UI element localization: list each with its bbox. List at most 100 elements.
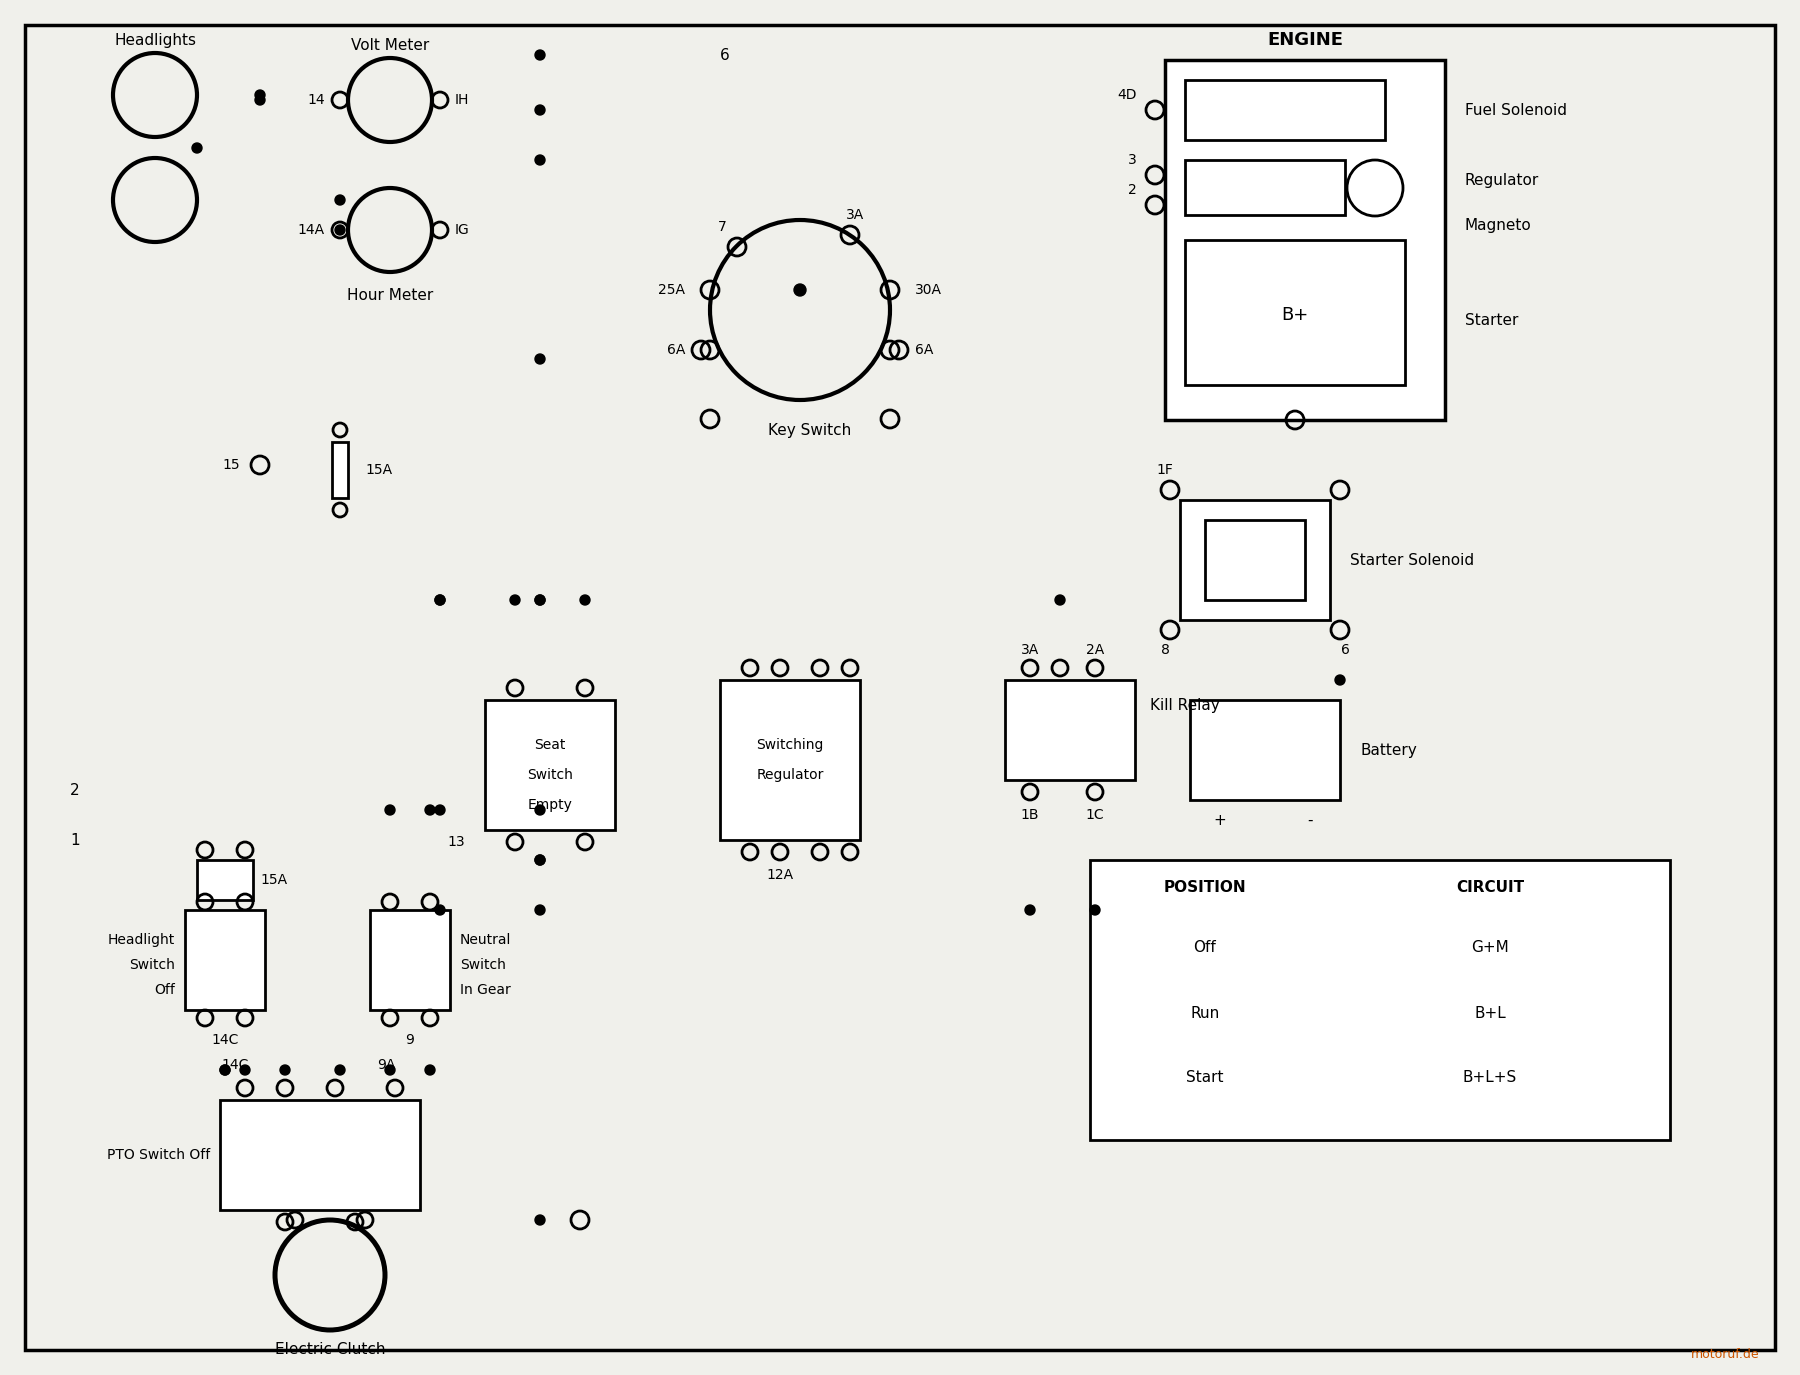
Circle shape [535,49,545,60]
Text: 2A: 2A [1085,644,1103,657]
Circle shape [535,595,545,605]
Text: Key Switch: Key Switch [769,422,851,437]
Circle shape [535,905,545,914]
Circle shape [535,104,545,116]
Text: IH: IH [455,94,470,107]
Text: G+M: G+M [1471,941,1508,956]
Text: 3A: 3A [846,208,864,221]
Circle shape [425,804,436,815]
Text: 14C: 14C [211,1033,239,1046]
Text: Start: Start [1186,1071,1224,1085]
Text: 1C: 1C [1085,808,1105,822]
Text: Run: Run [1190,1005,1220,1020]
Circle shape [1336,675,1345,685]
Text: 3A: 3A [1021,644,1039,657]
Text: Off: Off [1193,941,1217,956]
Text: Magneto: Magneto [1465,217,1532,232]
Text: -: - [1307,813,1312,828]
Text: B+L: B+L [1474,1005,1507,1020]
Bar [196,859,254,901]
Circle shape [1055,595,1066,605]
Text: 9A: 9A [376,1057,394,1072]
Text: 4D: 4D [1118,88,1138,102]
Circle shape [509,595,520,605]
Text: Empty: Empty [527,798,572,813]
Text: 15: 15 [223,458,239,472]
Text: Starter: Starter [1465,312,1519,327]
Text: 15A: 15A [259,873,288,887]
Circle shape [193,143,202,153]
Text: Off: Off [155,983,175,997]
Circle shape [535,1216,545,1225]
Circle shape [436,804,445,815]
Circle shape [794,285,806,296]
Bar [1190,700,1339,800]
Circle shape [385,804,394,815]
Bar [1004,681,1136,780]
Text: 1F: 1F [1157,463,1174,477]
Bar [331,441,347,498]
Text: motoruf.de: motoruf.de [1692,1349,1760,1361]
Text: 1B: 1B [1021,808,1039,822]
Text: Switch: Switch [130,958,175,972]
Text: 12A: 12A [767,868,794,881]
Text: 9: 9 [405,1033,414,1046]
Circle shape [436,595,445,605]
Text: Regulator: Regulator [756,769,824,782]
Bar [1165,60,1445,419]
Text: Switching: Switching [756,738,824,752]
Text: 7: 7 [718,220,727,234]
Bar [484,700,616,830]
Text: POSITION: POSITION [1163,880,1246,895]
Text: 30A: 30A [914,283,941,297]
Text: 1: 1 [70,832,79,847]
Bar [1091,859,1670,1140]
Text: Switch: Switch [527,769,572,782]
Text: Headlight: Headlight [108,934,175,947]
Circle shape [335,195,346,205]
Circle shape [535,155,545,165]
Bar [1204,520,1305,600]
Text: 3: 3 [1129,153,1138,166]
Circle shape [335,1066,346,1075]
Text: +: + [1213,813,1226,828]
Text: Switch: Switch [461,958,506,972]
Circle shape [256,95,265,104]
Text: 14: 14 [308,94,326,107]
Bar [220,1100,419,1210]
Circle shape [281,1066,290,1075]
Text: PTO Switch Off: PTO Switch Off [106,1148,211,1162]
Text: Headlights: Headlights [113,33,196,48]
Text: 2: 2 [1129,183,1138,197]
Text: 6A: 6A [666,342,686,358]
Circle shape [436,905,445,914]
Text: In Gear: In Gear [461,983,511,997]
Text: CIRCUIT: CIRCUIT [1456,880,1525,895]
Text: Kill Relay: Kill Relay [1150,697,1220,712]
Text: Regulator: Regulator [1465,172,1539,187]
Text: Neutral: Neutral [461,934,511,947]
Circle shape [535,353,545,364]
Text: Battery: Battery [1361,742,1417,758]
Text: 8: 8 [1161,644,1170,657]
Text: 14A: 14A [297,223,326,236]
Circle shape [385,1066,394,1075]
Bar [1181,500,1330,620]
Circle shape [256,89,265,100]
Bar [371,910,450,1011]
Text: B+: B+ [1282,307,1309,324]
Circle shape [580,595,590,605]
Text: Volt Meter: Volt Meter [351,37,428,52]
Circle shape [535,595,545,605]
Bar [1184,241,1406,385]
Text: 6: 6 [720,48,729,62]
Text: Starter Solenoid: Starter Solenoid [1350,553,1474,568]
Text: Hour Meter: Hour Meter [347,287,434,302]
Bar [185,910,265,1011]
Bar [720,681,860,840]
Text: B+L+S: B+L+S [1463,1071,1517,1085]
Text: 6: 6 [1341,644,1350,657]
Circle shape [239,1066,250,1075]
Text: Seat: Seat [535,738,565,752]
Bar [1184,160,1345,214]
